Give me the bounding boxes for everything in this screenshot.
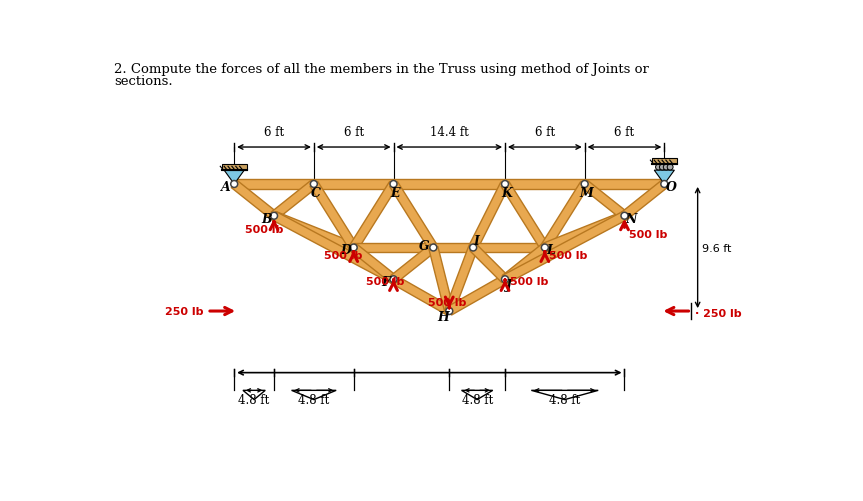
Text: 14.4 ft: 14.4 ft bbox=[430, 126, 469, 138]
Polygon shape bbox=[391, 276, 451, 316]
Text: sections.: sections. bbox=[114, 75, 173, 88]
Text: F: F bbox=[381, 276, 390, 289]
Text: 6 ft: 6 ft bbox=[535, 126, 555, 138]
Polygon shape bbox=[445, 246, 477, 313]
Circle shape bbox=[350, 244, 357, 252]
Polygon shape bbox=[654, 171, 674, 184]
Circle shape bbox=[430, 244, 437, 252]
Circle shape bbox=[390, 276, 397, 283]
Polygon shape bbox=[584, 180, 665, 189]
Polygon shape bbox=[350, 244, 396, 283]
Text: 500 lb: 500 lb bbox=[367, 277, 405, 287]
Polygon shape bbox=[350, 182, 398, 250]
Text: 6 ft: 6 ft bbox=[343, 126, 363, 138]
Circle shape bbox=[656, 165, 661, 171]
Polygon shape bbox=[582, 181, 627, 220]
Polygon shape bbox=[433, 243, 473, 253]
Circle shape bbox=[469, 244, 476, 252]
Polygon shape bbox=[389, 182, 438, 250]
Polygon shape bbox=[505, 180, 584, 189]
Circle shape bbox=[659, 165, 665, 171]
Text: A: A bbox=[221, 180, 230, 193]
Polygon shape bbox=[231, 181, 277, 220]
Text: 500 lb: 500 lb bbox=[510, 277, 548, 287]
Text: 500 lb: 500 lb bbox=[427, 297, 466, 307]
Circle shape bbox=[446, 308, 453, 315]
Polygon shape bbox=[222, 165, 247, 171]
Polygon shape bbox=[469, 245, 508, 283]
Text: 250 lb: 250 lb bbox=[166, 307, 204, 317]
Text: 4.8 ft: 4.8 ft bbox=[299, 393, 330, 406]
Polygon shape bbox=[621, 181, 667, 220]
Text: 4.8 ft: 4.8 ft bbox=[549, 393, 581, 406]
Text: G: G bbox=[419, 239, 430, 252]
Polygon shape bbox=[429, 247, 454, 313]
Polygon shape bbox=[310, 182, 357, 250]
Polygon shape bbox=[541, 182, 589, 250]
Text: 500 lb: 500 lb bbox=[324, 250, 362, 261]
Text: 2. Compute the forces of all the members in the Truss using method of Joints or: 2. Compute the forces of all the members… bbox=[114, 63, 649, 76]
Circle shape bbox=[621, 213, 628, 220]
Text: 4.8 ft: 4.8 ft bbox=[238, 393, 270, 406]
Polygon shape bbox=[501, 182, 549, 250]
Circle shape bbox=[270, 213, 278, 220]
Polygon shape bbox=[271, 181, 317, 220]
Text: E: E bbox=[390, 186, 400, 199]
Polygon shape bbox=[234, 180, 314, 189]
Text: 500 lb: 500 lb bbox=[629, 229, 667, 239]
Polygon shape bbox=[503, 212, 627, 284]
Circle shape bbox=[667, 165, 673, 171]
Polygon shape bbox=[273, 212, 356, 253]
Polygon shape bbox=[473, 243, 545, 253]
Polygon shape bbox=[652, 158, 677, 165]
Text: O: O bbox=[666, 180, 677, 193]
Text: L: L bbox=[546, 244, 556, 257]
Polygon shape bbox=[502, 244, 548, 283]
Text: I: I bbox=[473, 234, 479, 247]
Text: N: N bbox=[625, 212, 636, 225]
Text: H: H bbox=[438, 310, 449, 323]
Circle shape bbox=[230, 181, 237, 188]
Circle shape bbox=[661, 181, 668, 188]
Circle shape bbox=[501, 181, 508, 188]
Polygon shape bbox=[354, 243, 433, 253]
Polygon shape bbox=[224, 171, 244, 184]
Circle shape bbox=[664, 165, 669, 171]
Text: 500 lb: 500 lb bbox=[550, 250, 588, 261]
Polygon shape bbox=[469, 182, 509, 250]
Text: B: B bbox=[261, 212, 272, 225]
Circle shape bbox=[501, 276, 508, 283]
Polygon shape bbox=[447, 276, 507, 316]
Text: 4.8 ft: 4.8 ft bbox=[462, 393, 493, 406]
Polygon shape bbox=[391, 244, 436, 283]
Polygon shape bbox=[314, 180, 394, 189]
Text: D: D bbox=[341, 244, 351, 257]
Text: C: C bbox=[311, 186, 320, 199]
Circle shape bbox=[541, 244, 548, 252]
Text: K: K bbox=[501, 186, 512, 199]
Text: J: J bbox=[506, 279, 512, 292]
Text: 500 lb: 500 lb bbox=[244, 224, 283, 234]
Circle shape bbox=[390, 181, 397, 188]
Polygon shape bbox=[272, 212, 396, 284]
Text: M: M bbox=[579, 186, 593, 199]
Text: · 250 lb: · 250 lb bbox=[696, 308, 742, 318]
Text: 6 ft: 6 ft bbox=[264, 126, 284, 138]
Polygon shape bbox=[543, 212, 627, 253]
Text: 9.6 ft: 9.6 ft bbox=[702, 243, 732, 253]
Circle shape bbox=[581, 181, 589, 188]
Circle shape bbox=[311, 181, 318, 188]
Polygon shape bbox=[394, 180, 505, 189]
Text: 6 ft: 6 ft bbox=[614, 126, 634, 138]
